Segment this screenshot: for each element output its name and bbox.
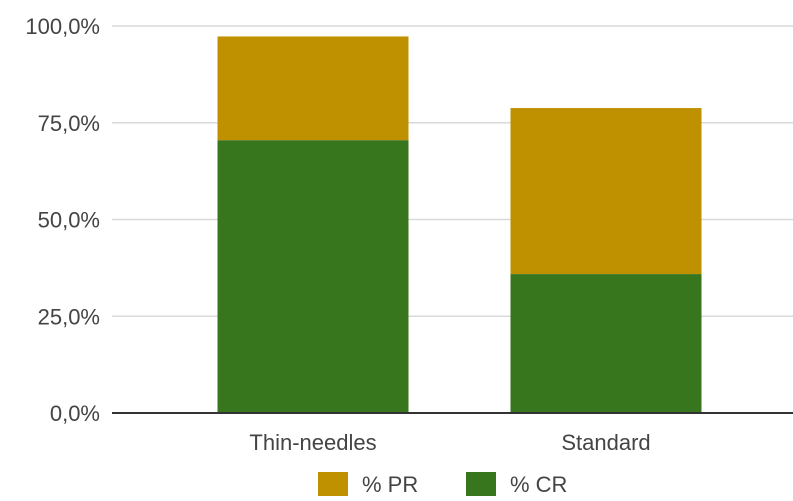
bars <box>217 36 702 414</box>
y-tick-label: 25,0% <box>38 304 100 329</box>
y-tick-label: 50,0% <box>38 208 100 233</box>
bar-standard-pr <box>510 108 702 275</box>
legend: % PR % CR <box>318 472 567 497</box>
legend-label: % PR <box>362 472 418 496</box>
legend-swatch <box>466 472 496 496</box>
y-tick-label: 100,0% <box>25 14 100 39</box>
x-tick-label: Standard <box>561 430 650 455</box>
legend-label: % CR <box>510 472 567 496</box>
y-tick-label: 0,0% <box>50 401 100 426</box>
legend-swatch <box>318 472 348 496</box>
y-tick-label: 75,0% <box>38 111 100 136</box>
bar-thin-needles-cr <box>217 140 409 414</box>
axes: 0,0% 25,0% 50,0% 75,0% 100,0% Thin-needles Sta… <box>25 14 793 455</box>
bar-thin-needles-pr <box>217 36 409 141</box>
bar-standard-cr <box>510 274 702 413</box>
x-tick-label: Thin-needles <box>249 430 376 455</box>
